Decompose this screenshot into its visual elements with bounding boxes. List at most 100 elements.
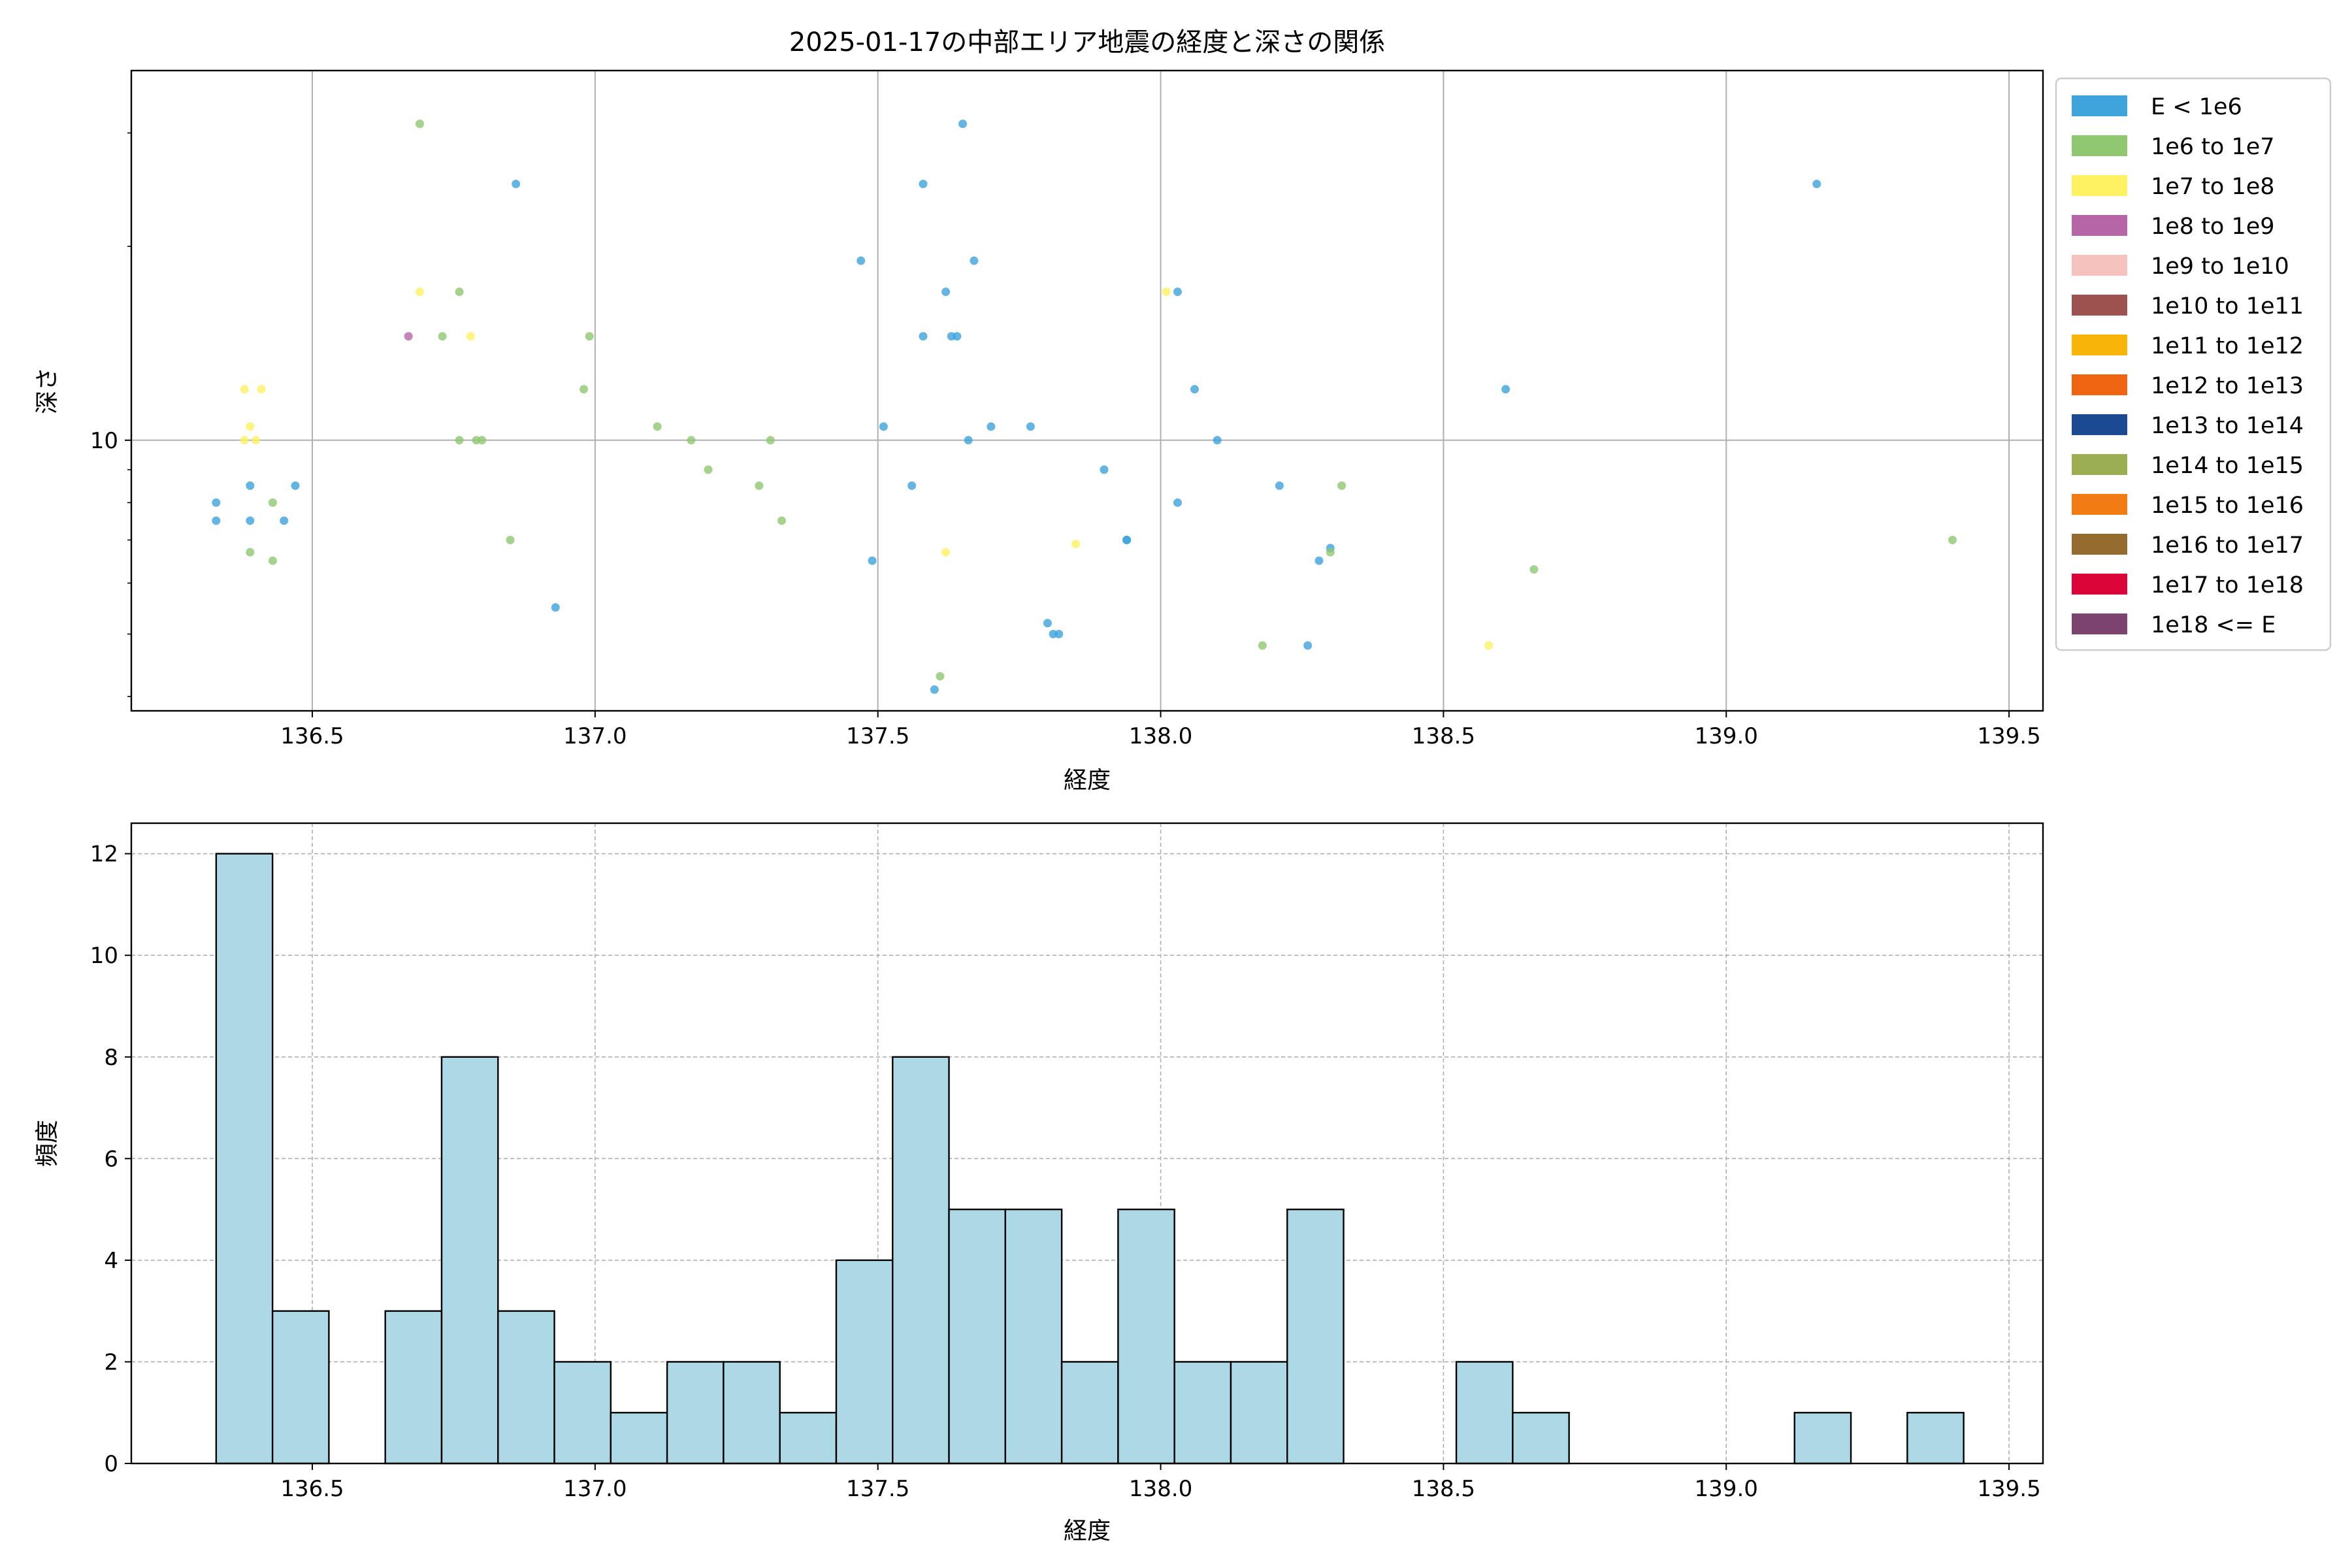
histogram-bar	[1793, 1412, 1852, 1465]
legend-swatch	[2072, 494, 2127, 515]
scatter-point	[1258, 641, 1267, 650]
scatter-point	[970, 256, 979, 265]
scatter-x-ticks: 136.5 137.0 137.5 138.0 138.5 139.0 139.5	[280, 711, 2041, 749]
scatter-point	[415, 287, 424, 297]
scatter-point	[404, 332, 413, 341]
histogram-bar	[666, 1361, 725, 1465]
histogram-bar	[1004, 1208, 1063, 1465]
legend-swatch	[2072, 255, 2127, 276]
scatter-point	[246, 516, 255, 525]
scatter-point	[879, 422, 888, 431]
scatter-point	[438, 332, 447, 341]
scatter-point	[919, 180, 928, 189]
legend-label: 1e7 to 1e8	[2151, 174, 2275, 200]
scatter-point	[868, 556, 877, 565]
histogram-bars	[215, 853, 1965, 1465]
histogram-bar	[948, 1208, 1007, 1465]
scatter-point	[212, 516, 221, 525]
legend-frame	[2055, 77, 2332, 651]
histogram-bar	[1906, 1412, 1965, 1465]
legend-swatch	[2072, 534, 2127, 555]
scatter-point	[1275, 481, 1284, 490]
legend-swatch	[2072, 175, 2127, 196]
scatter-point	[1100, 465, 1109, 474]
histogram-bar	[1512, 1412, 1570, 1465]
legend: E < 1e6 1e6 to 1e7 1e7 to 1e8 1e8 to 1e9 1e9…	[2055, 77, 2332, 651]
legend-label: 1e15 to 1e16	[2151, 493, 2304, 519]
histogram-y-tick-label: 0	[104, 1451, 118, 1477]
histogram-x-tick-label: 136.5	[280, 1476, 344, 1502]
scatter-point	[1529, 565, 1539, 574]
histogram-bar	[723, 1361, 781, 1465]
histogram-x-ticks: 136.5 137.0 137.5 138.0 138.5 139.0 139.5	[280, 1463, 2041, 1502]
scatter-point	[941, 287, 951, 297]
scatter-point	[907, 481, 917, 490]
scatter-point	[1071, 540, 1081, 549]
scatter-point	[251, 436, 260, 445]
legend-label: 1e10 to 1e11	[2151, 293, 2304, 319]
histogram-y-tick-label: 8	[104, 1045, 118, 1071]
scatter-point	[506, 535, 515, 544]
scatter-x-tick-label: 138.0	[1129, 723, 1192, 749]
histogram-bar	[835, 1259, 894, 1465]
histogram-bar	[1117, 1208, 1175, 1465]
histogram-x-tick-label: 139.5	[1977, 1476, 2040, 1502]
scatter-point	[755, 481, 764, 490]
histogram-bar	[1455, 1361, 1514, 1465]
histogram-bar	[779, 1412, 838, 1465]
scatter-grid	[131, 71, 2043, 711]
scatter-point	[1190, 385, 1199, 394]
legend-swatch	[2072, 613, 2127, 634]
scatter-point	[653, 422, 662, 431]
scatter-x-tick-label: 137.5	[846, 723, 909, 749]
scatter-point	[777, 516, 787, 525]
legend-label: 1e17 to 1e18	[2151, 572, 2304, 598]
scatter-point	[240, 436, 249, 445]
scatter-point	[766, 436, 775, 445]
histogram-y-tick-label: 6	[104, 1146, 118, 1172]
histogram-bar	[892, 1056, 950, 1465]
histogram-x-tick-label: 139.0	[1695, 1476, 1758, 1502]
scatter-point	[291, 481, 300, 490]
histogram-y-ticks: 0 2 4 6 8 10 12	[90, 841, 131, 1477]
scatter-x-tick-label: 136.5	[280, 723, 344, 749]
scatter-point	[551, 603, 560, 612]
histogram-x-tick-label: 137.0	[563, 1476, 627, 1502]
scatter-point	[257, 385, 266, 394]
scatter-point	[941, 547, 951, 557]
legend-swatch	[2072, 95, 2127, 116]
histogram-frame	[130, 822, 2044, 1465]
legend-swatch	[2072, 215, 2127, 236]
scatter-y-ticks: 10	[90, 132, 131, 697]
scatter-point	[1303, 641, 1313, 650]
scatter-point	[1213, 436, 1222, 445]
legend-label: 1e13 to 1e14	[2151, 413, 2304, 439]
scatter-point	[987, 422, 996, 431]
scatter-point	[1337, 481, 1347, 490]
scatter-y-label: 深さ	[34, 367, 61, 414]
scatter-point	[246, 422, 255, 431]
scatter-point	[964, 436, 973, 445]
scatter-point	[1948, 535, 1957, 544]
histogram-y-tick-label: 10	[90, 943, 118, 969]
histogram-y-label: 頻度	[34, 1120, 61, 1167]
scatter-point	[1162, 287, 1171, 297]
scatter-point	[958, 119, 968, 128]
legend-label: 1e9 to 1e10	[2151, 253, 2289, 280]
scatter-point	[1054, 630, 1064, 639]
legend-swatch	[2072, 454, 2127, 475]
legend-label: 1e18 <= E	[2151, 612, 2276, 638]
scatter-point	[512, 180, 521, 189]
scatter-point	[246, 481, 255, 490]
scatter-point	[585, 332, 594, 341]
scatter-point	[580, 385, 589, 394]
scatter-x-tick-label: 138.5	[1412, 723, 1475, 749]
scatter-x-tick-label: 139.0	[1695, 723, 1758, 749]
scatter-point	[212, 498, 221, 507]
histogram-x-tick-label: 137.5	[846, 1476, 909, 1502]
scatter-point	[240, 385, 249, 394]
scatter-point	[280, 516, 289, 525]
scatter-title: 2025-01-17の中部エリア地震の経度と深さの関係	[789, 27, 1385, 57]
histogram-bar	[271, 1310, 330, 1465]
